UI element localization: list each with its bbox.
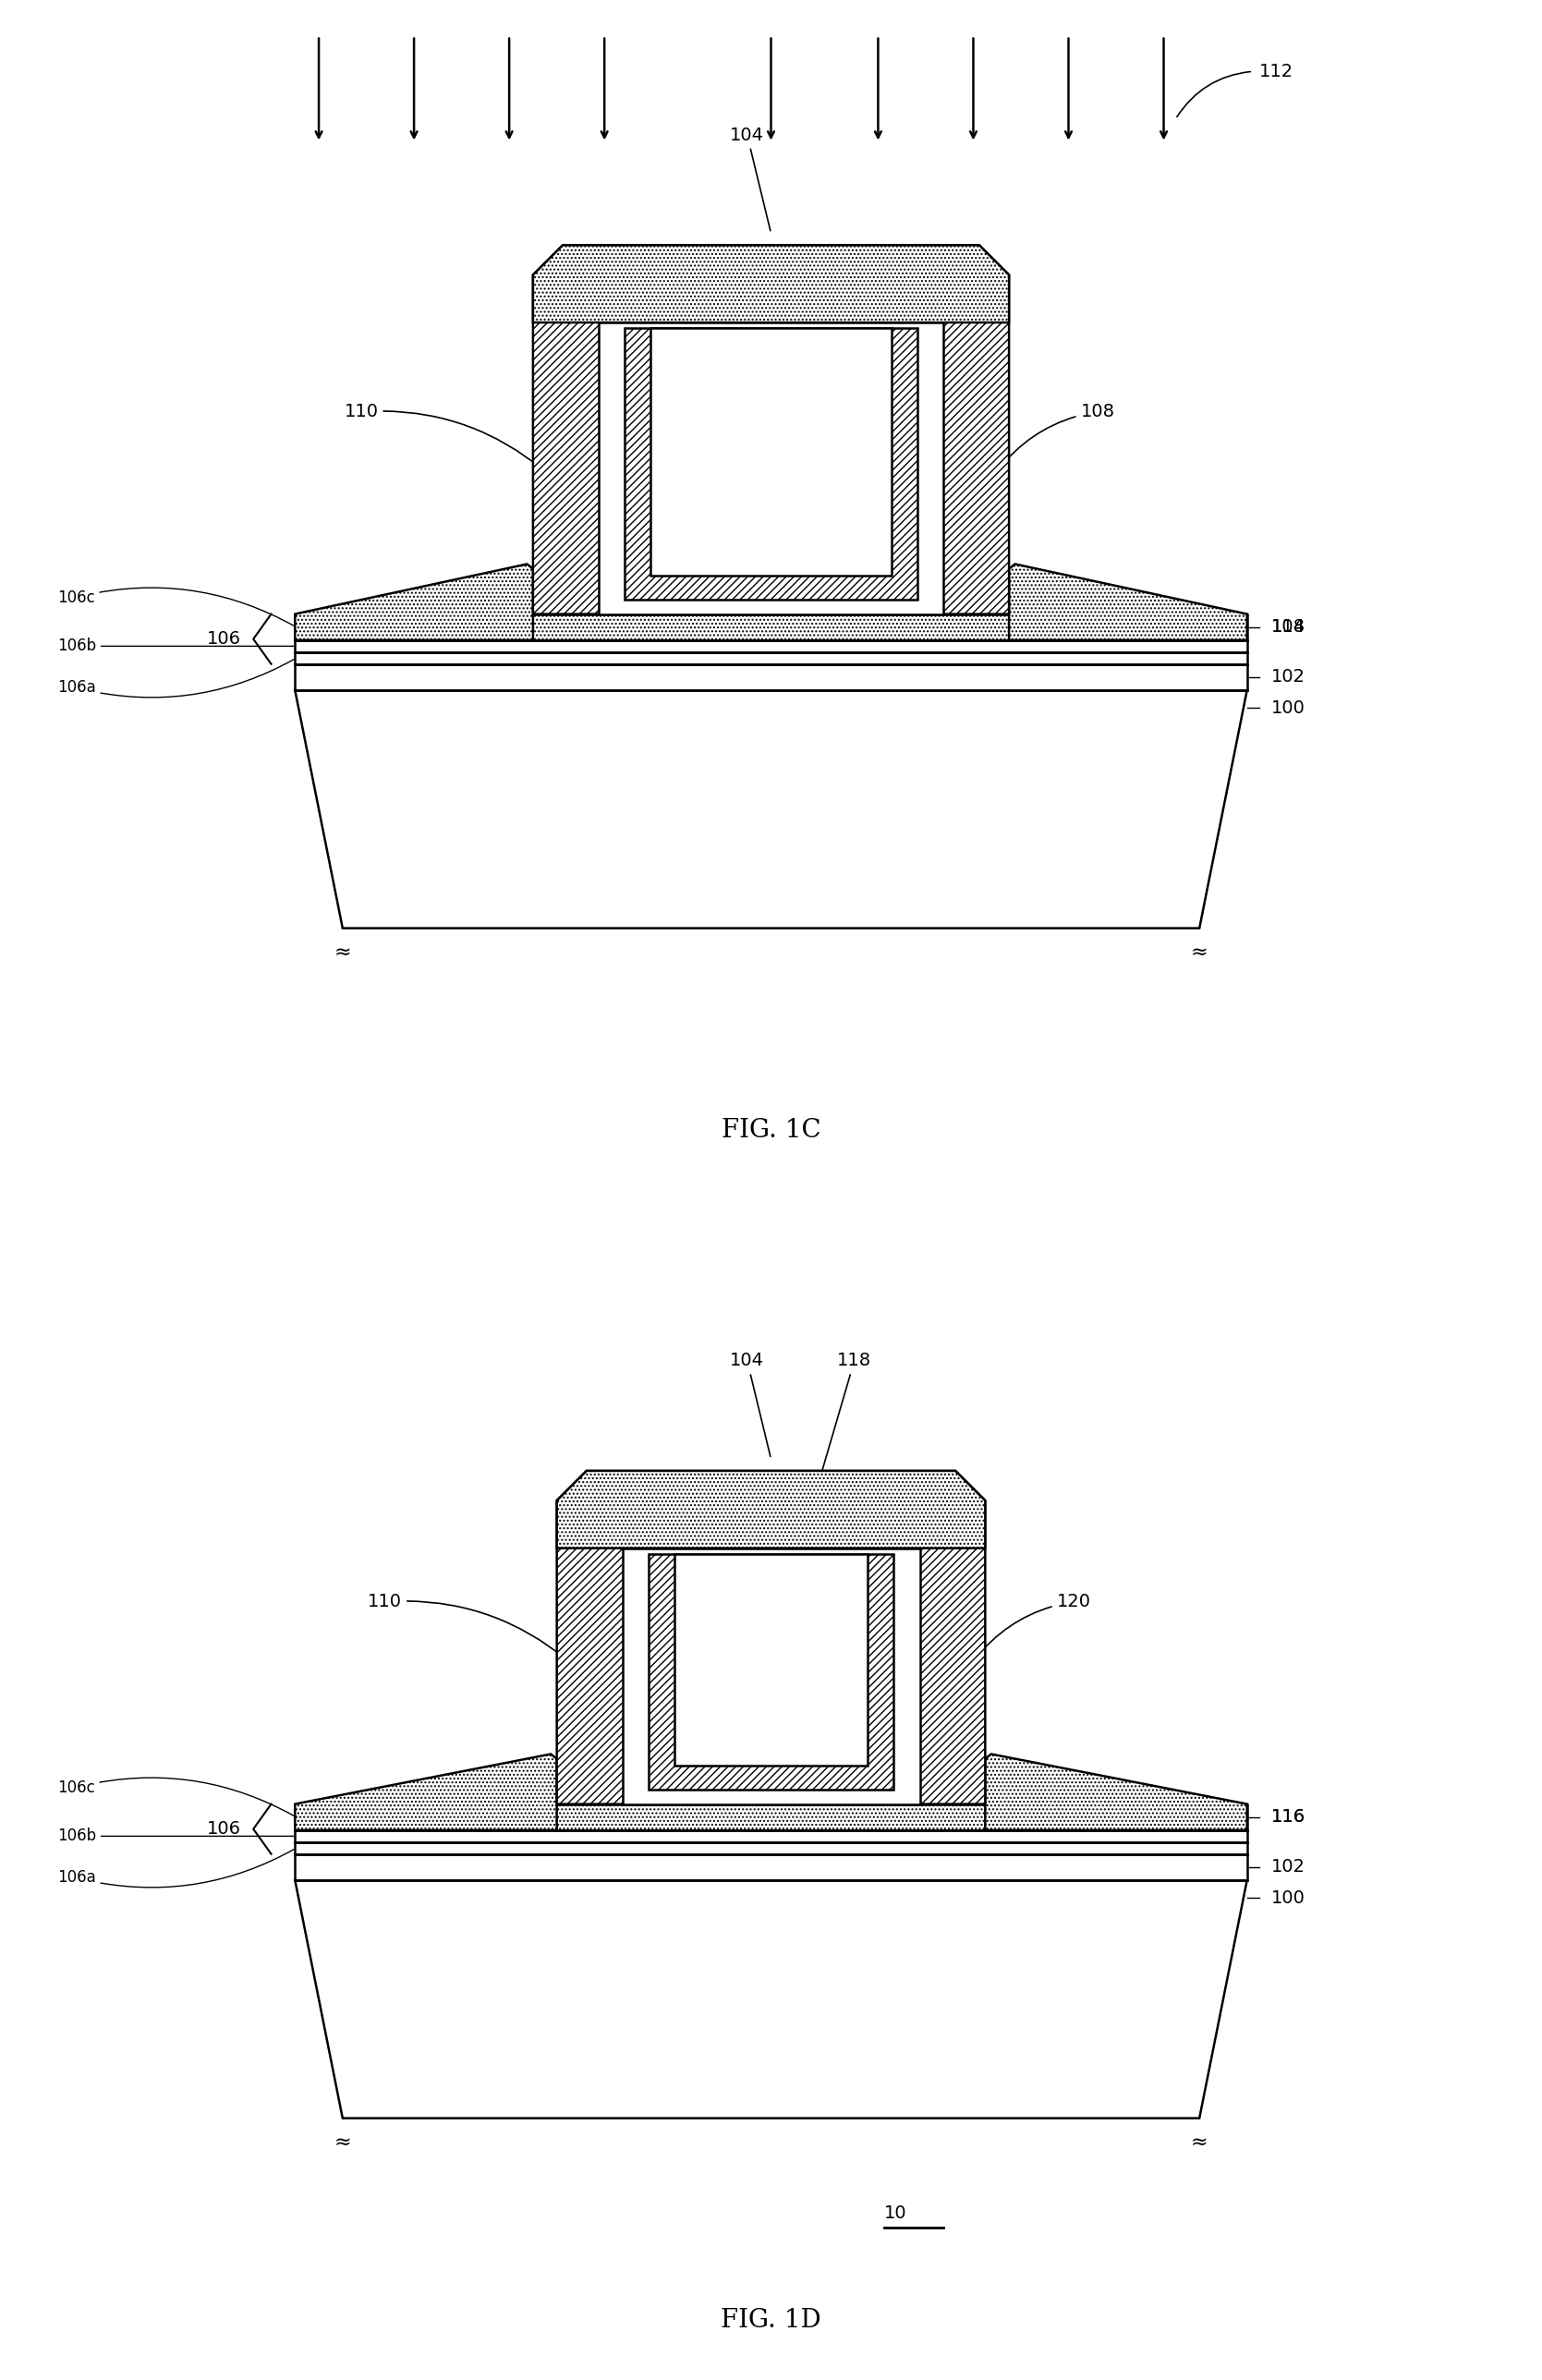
Bar xyxy=(295,664,1247,690)
Polygon shape xyxy=(295,690,1247,928)
Bar xyxy=(295,1804,1247,1830)
Polygon shape xyxy=(534,245,1008,614)
Bar xyxy=(625,328,917,600)
Text: ≈: ≈ xyxy=(335,2132,352,2152)
Polygon shape xyxy=(985,1754,1247,1830)
Polygon shape xyxy=(557,1471,985,1804)
Text: 112: 112 xyxy=(1258,62,1294,81)
Polygon shape xyxy=(295,564,534,640)
Text: 106a: 106a xyxy=(57,659,295,697)
Polygon shape xyxy=(295,1754,557,1830)
Text: 106b: 106b xyxy=(57,1828,293,1844)
Bar xyxy=(295,1854,1247,1880)
Text: 114: 114 xyxy=(1271,619,1305,635)
Text: 110: 110 xyxy=(344,402,543,469)
Bar xyxy=(295,1830,1247,1842)
Text: 104: 104 xyxy=(729,1352,771,1457)
Polygon shape xyxy=(1008,564,1247,640)
Text: 106: 106 xyxy=(207,631,242,647)
Bar xyxy=(295,1842,1247,1854)
Bar xyxy=(295,614,1247,640)
Text: 106c: 106c xyxy=(57,588,295,626)
Bar xyxy=(651,328,891,576)
Text: 118: 118 xyxy=(819,1352,871,1480)
Polygon shape xyxy=(557,1471,985,1547)
Text: ≈: ≈ xyxy=(1190,942,1207,962)
Text: 120: 120 xyxy=(975,1592,1090,1659)
Text: 10: 10 xyxy=(884,2204,907,2223)
Text: 106a: 106a xyxy=(57,1849,295,1887)
Text: 104: 104 xyxy=(729,126,771,231)
Text: 116: 116 xyxy=(1271,1809,1305,1825)
Bar xyxy=(649,1554,893,1790)
Text: 106: 106 xyxy=(207,1821,242,1837)
Text: FIG. 1D: FIG. 1D xyxy=(720,2309,822,2332)
Bar xyxy=(674,1554,868,1766)
Text: 102: 102 xyxy=(1271,669,1305,685)
Text: 116: 116 xyxy=(1271,1809,1305,1825)
Text: 100: 100 xyxy=(1271,1890,1305,1906)
Bar xyxy=(295,652,1247,664)
Text: 110: 110 xyxy=(369,1592,567,1659)
Text: 108: 108 xyxy=(1271,619,1305,635)
Polygon shape xyxy=(534,245,1008,321)
Text: 106c: 106c xyxy=(57,1778,295,1816)
Text: FIG. 1C: FIG. 1C xyxy=(722,1119,820,1142)
Bar xyxy=(295,640,1247,652)
Text: 108: 108 xyxy=(999,402,1115,469)
Polygon shape xyxy=(295,1880,1247,2118)
Text: ≈: ≈ xyxy=(335,942,352,962)
Bar xyxy=(623,1547,919,1804)
Text: 100: 100 xyxy=(1271,700,1305,716)
Text: 106b: 106b xyxy=(57,638,293,655)
Text: 102: 102 xyxy=(1271,1859,1305,1875)
Text: ≈: ≈ xyxy=(1190,2132,1207,2152)
Bar xyxy=(598,321,944,614)
